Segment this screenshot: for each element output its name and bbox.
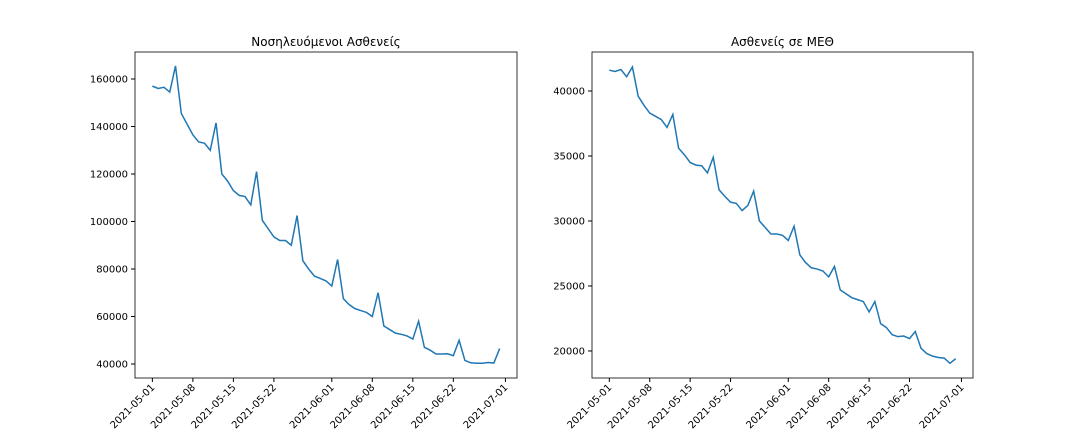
chart-title: Ασθενείς σε ΜΕΘ <box>731 35 834 49</box>
y-tick-label: 100000 <box>90 217 128 228</box>
y-tick-label: 80000 <box>96 264 128 275</box>
y-tick-label: 30000 <box>553 216 585 227</box>
chart-title: Νοσηλευόμενοι Ασθενείς <box>251 35 400 49</box>
y-tick-label: 35000 <box>553 151 585 162</box>
axes-frame <box>134 51 518 379</box>
y-tick-label: 25000 <box>553 281 585 292</box>
y-tick-label: 120000 <box>90 169 128 180</box>
y-tick-label: 160000 <box>90 75 128 86</box>
y-tick-label: 20000 <box>553 346 585 357</box>
x-tick-label: 2021-07-01 <box>462 382 511 431</box>
x-tick-label: 2021-07-01 <box>918 382 967 431</box>
data-line <box>609 64 957 365</box>
data-line <box>152 65 501 365</box>
y-tick-label: 40000 <box>553 86 585 97</box>
y-tick-label: 140000 <box>90 122 128 133</box>
y-tick-label: 60000 <box>96 312 128 323</box>
y-tick-label: 40000 <box>96 359 128 370</box>
axes-frame <box>591 51 974 379</box>
